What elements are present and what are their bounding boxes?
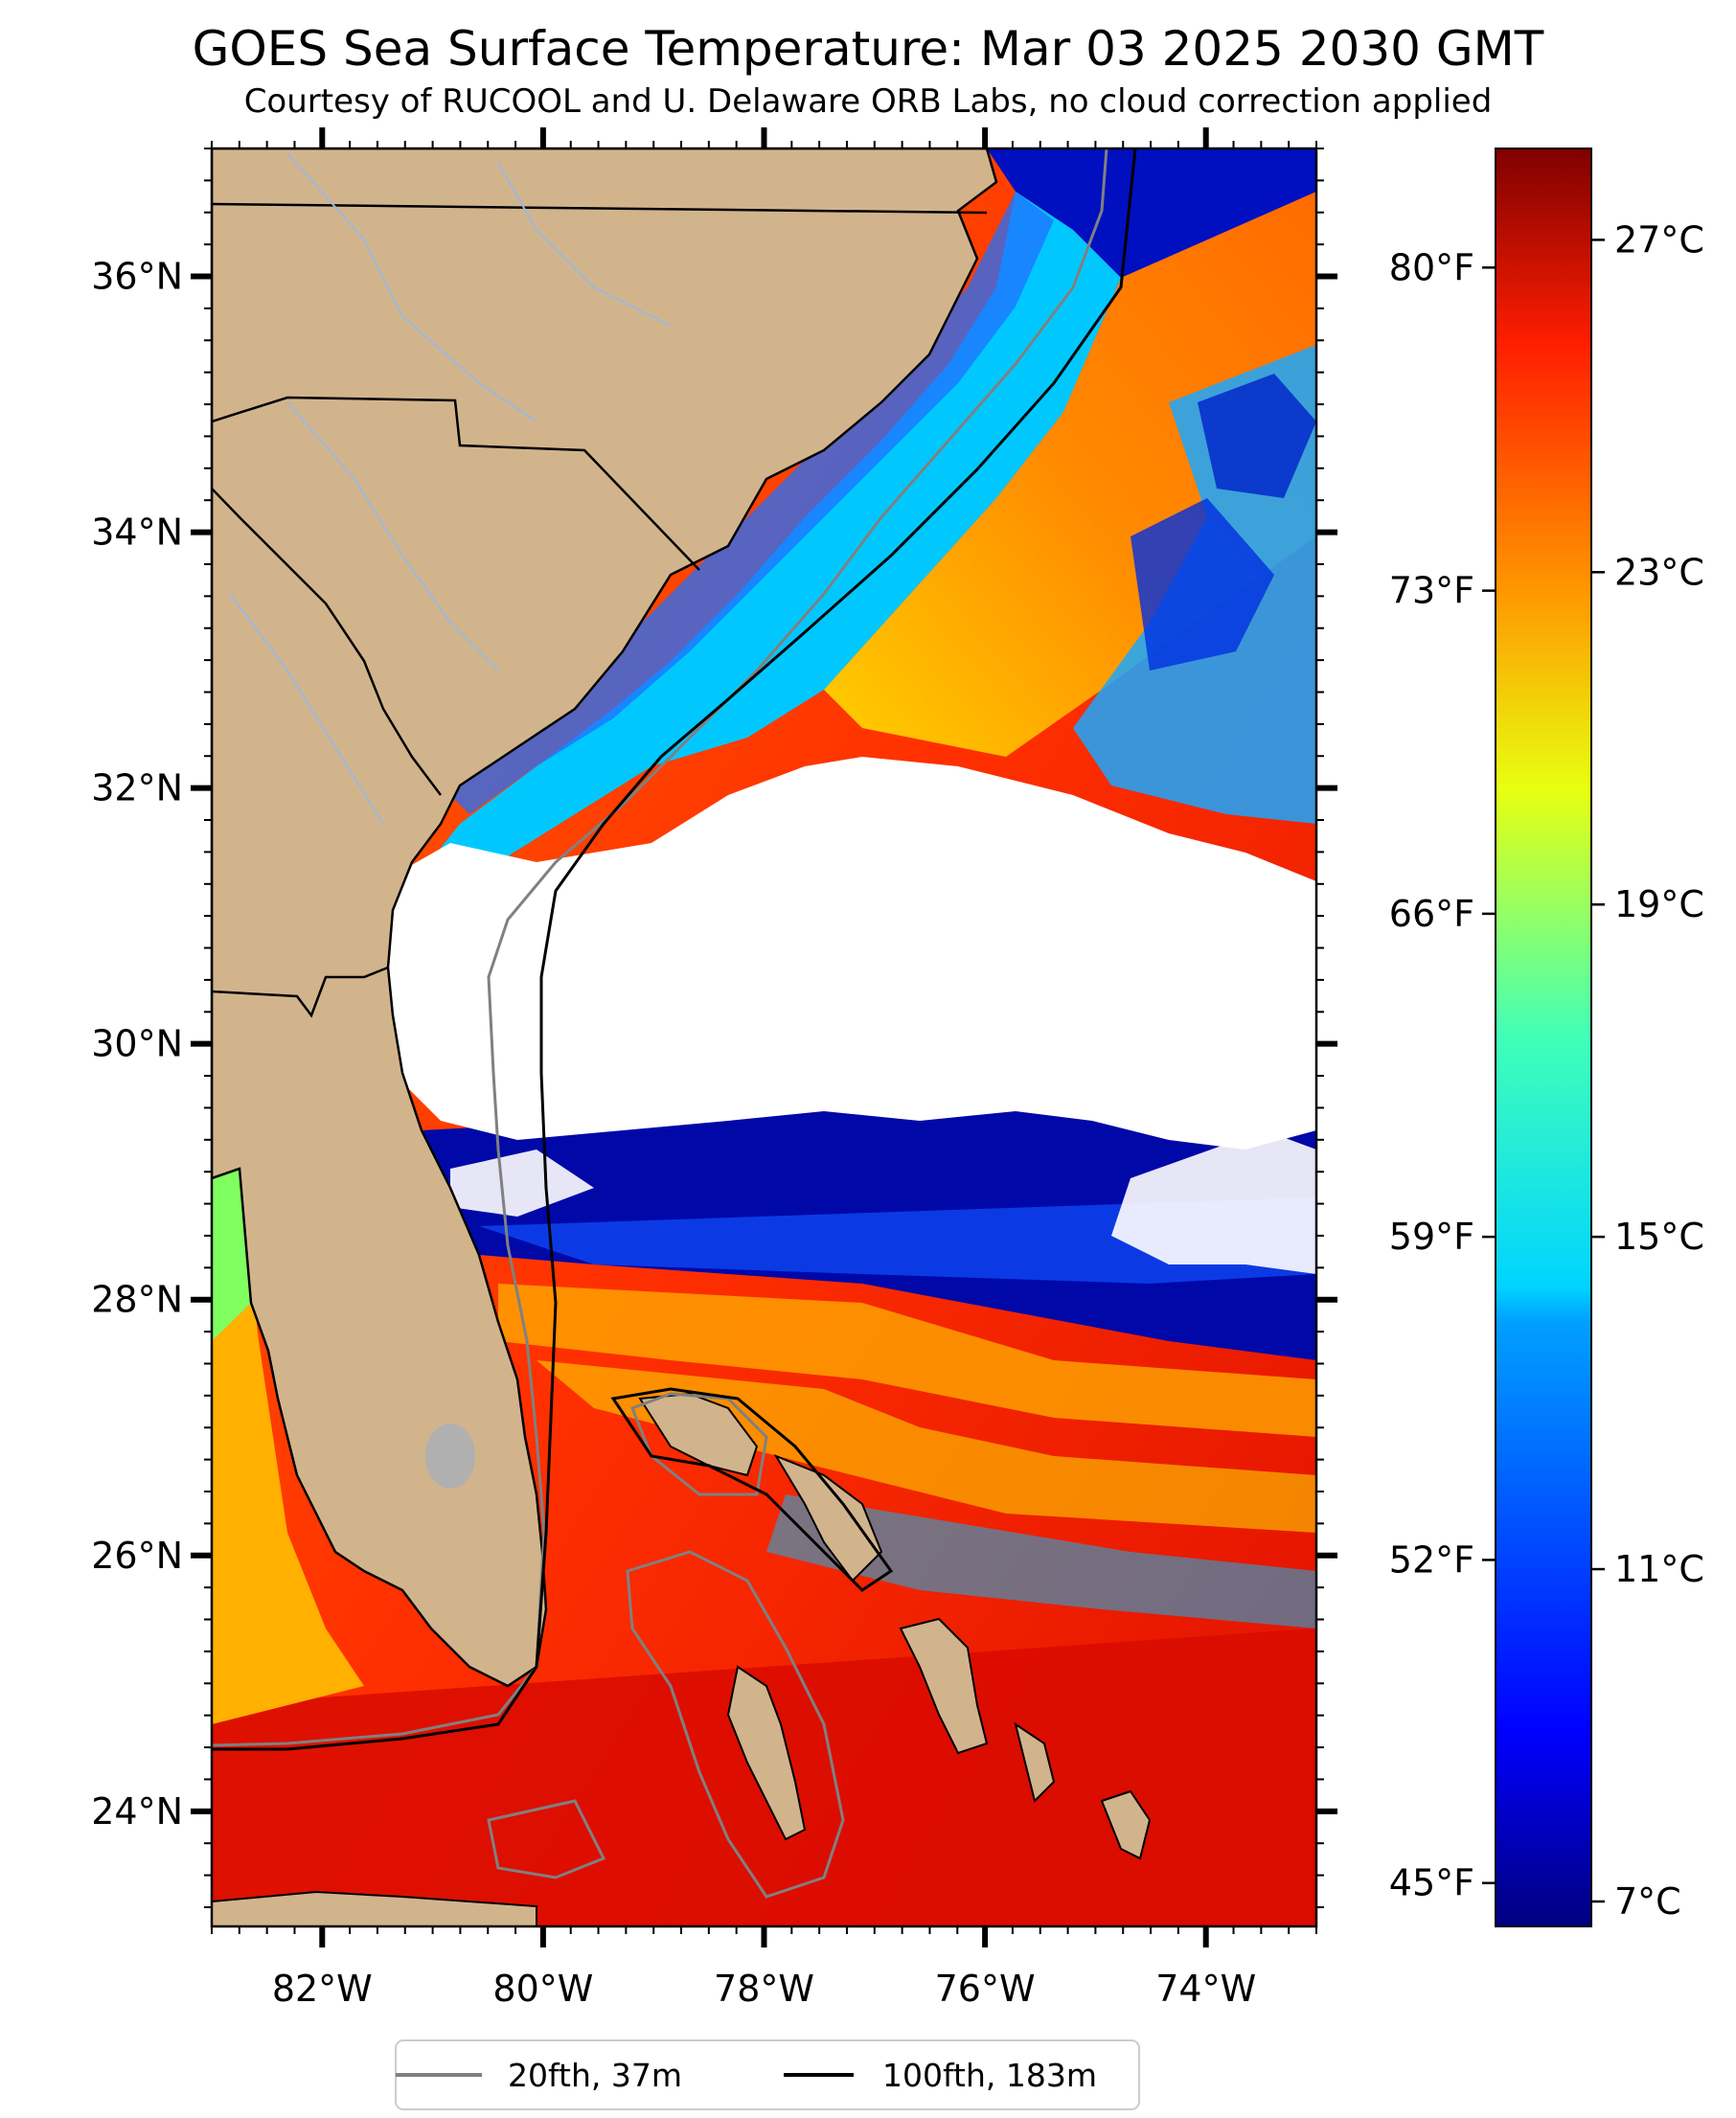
map-axes: 24°N 26°N 28°N 30°N 32°N 34°N 36°N 82°W 80°W 78°W… — [91, 127, 1337, 2010]
transition-zone — [498, 1284, 1316, 1437]
colorbar-celsius-label: 7°C — [1614, 1880, 1681, 1923]
colorbar-celsius-label: 23°C — [1614, 551, 1704, 593]
cold-eddy-2 — [1198, 374, 1316, 498]
cloud-patch-west — [450, 1150, 594, 1217]
lon-tick-label: 76°W — [935, 1968, 1036, 2010]
colorbar-fahrenheit-label: 73°F — [1389, 570, 1474, 612]
lake-okeechobee — [425, 1423, 475, 1489]
colorbar-axes: 7°C 11°C 15°C 19°C 23°C 27°C 45°F 52°F 59°F 66°F 7… — [1389, 218, 1704, 1923]
river-3 — [229, 593, 384, 825]
contour-20fth-great-bank — [626, 1550, 845, 1899]
lon-tick-label: 74°W — [1155, 1968, 1256, 2010]
colorbar-celsius-label: 19°C — [1614, 883, 1704, 925]
land-southeast-us — [212, 148, 998, 1688]
legend-label-100fth: 100fth, 183m — [882, 2057, 1097, 2094]
land-cuba — [212, 1890, 537, 1926]
cold-band-edge — [479, 1197, 1316, 1284]
land-abaco — [773, 1453, 883, 1583]
lon-tick-label: 78°W — [714, 1968, 814, 2010]
land-andros — [726, 1665, 807, 1841]
lat-tick-label: 24°N — [91, 1790, 183, 1833]
gulf-cool-nearshore — [212, 1169, 251, 1341]
cold-shelf-water-north — [987, 148, 1316, 278]
lat-tick-label: 36°N — [91, 256, 183, 298]
lat-tick-label: 34°N — [91, 512, 183, 554]
lat-tick-label: 30°N — [91, 1023, 183, 1065]
colorbar-fahrenheit-label: 80°F — [1389, 246, 1474, 288]
lat-tick-label: 28°N — [91, 1279, 183, 1321]
land-cat-island — [1014, 1721, 1056, 1803]
lon-tick-label: 82°W — [272, 1968, 373, 2010]
colorbar-celsius-label: 27°C — [1614, 218, 1704, 261]
colorbar-celsius-label: 11°C — [1614, 1548, 1704, 1590]
lon-tick-label: 80°W — [492, 1968, 593, 2010]
cool-filaments — [766, 1494, 1316, 1628]
colorbar-fahrenheit-label: 66°F — [1389, 893, 1474, 935]
legend-label-20fth: 20fth, 37m — [508, 2057, 682, 2094]
contour-100fth-bahama-bank — [610, 1387, 894, 1592]
cloud-mask — [383, 757, 1316, 1150]
border-va-nc — [212, 202, 988, 215]
border-ga-fl — [212, 966, 389, 1018]
colorbar-fahrenheit-label: 59°F — [1389, 1216, 1474, 1258]
cold-eddy-1 — [1131, 498, 1274, 671]
map-subtitle: Courtesy of RUCOOL and U. Delaware ORB L… — [243, 82, 1493, 121]
border-nc-sc — [212, 396, 700, 571]
contour-20fth-bahama-bank — [630, 1392, 768, 1496]
land-eleuthera — [899, 1617, 989, 1755]
river-1 — [286, 152, 537, 422]
gulf-of-mexico-water — [212, 1169, 364, 1724]
colorbar-fahrenheit-label: 52°F — [1389, 1538, 1474, 1581]
lat-tick-label: 32°N — [91, 767, 183, 809]
land-exuma — [1100, 1789, 1152, 1860]
colorbar-celsius-label: 15°C — [1614, 1216, 1704, 1258]
lat-tick-label: 26°N — [91, 1535, 183, 1577]
map-title: GOES Sea Surface Temperature: Mar 03 202… — [192, 21, 1544, 77]
colorbar-fahrenheit-label: 45°F — [1389, 1862, 1474, 1904]
colorbar — [1495, 148, 1592, 1927]
cloud-patch-east — [1111, 1130, 1316, 1274]
contour-20fth-cay-sal — [487, 1799, 606, 1879]
contour-100fth — [212, 148, 1137, 1751]
border-sc-ga — [212, 488, 442, 796]
river-4 — [497, 162, 672, 327]
river-2 — [286, 401, 499, 672]
sst-raster — [212, 148, 1316, 1926]
